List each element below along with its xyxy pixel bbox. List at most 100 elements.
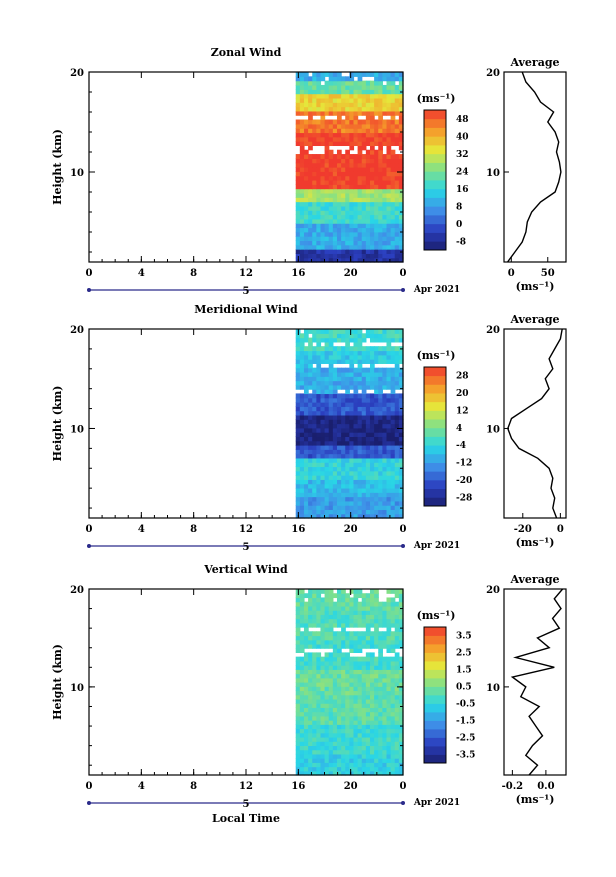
heatmap-cell (336, 656, 342, 662)
colorbar-label: -1.5 (456, 717, 475, 727)
heatmap-cell (332, 218, 338, 224)
heatmap-cell (365, 483, 371, 489)
heatmap-cell (382, 376, 388, 382)
heatmap-cell (303, 128, 309, 134)
heatmap-cell (357, 703, 363, 708)
heatmap-cell (390, 686, 396, 692)
heatmap-cell (336, 745, 342, 751)
heatmap-cell (336, 84, 342, 90)
heatmap-cell (365, 329, 371, 334)
heatmap-cell (390, 179, 396, 185)
heatmap-cell (365, 770, 371, 776)
heatmap-cell (390, 423, 396, 429)
heatmap-cell (378, 635, 383, 641)
heatmap-cell (345, 123, 350, 129)
heatmap-cell (324, 724, 330, 730)
heatmap-cell (308, 171, 313, 177)
heatmap-cell (345, 253, 350, 259)
heatmap-cell (324, 698, 330, 704)
heatmap-cell (394, 236, 400, 242)
heatmap-cell (312, 762, 317, 768)
heatmap-cell (332, 605, 338, 611)
heatmap-cell (378, 205, 383, 211)
heatmap-cell (390, 253, 396, 259)
heatmap-cell (336, 410, 342, 416)
heatmap-cell (374, 119, 379, 125)
heatmap-cell (316, 707, 322, 713)
heatmap-cell (349, 643, 355, 649)
heatmap-cell (357, 253, 363, 259)
heatmap-cell (336, 483, 342, 489)
heatmap-cell (357, 766, 363, 772)
heatmap-cell (312, 359, 317, 364)
heatmap-cell (345, 119, 350, 125)
heatmap-cell (382, 694, 388, 700)
heatmap-cell (349, 453, 355, 459)
heatmap-cell (295, 397, 301, 403)
heatmap-cell (320, 93, 326, 99)
heatmap-cell (382, 720, 388, 725)
heatmap-cell (328, 389, 334, 395)
heatmap-cell (320, 601, 326, 607)
heatmap-cell (357, 218, 363, 224)
heatmap-cell (394, 337, 400, 343)
heatmap-cell (336, 236, 342, 242)
heatmap-cell (349, 766, 355, 772)
heatmap-cell (369, 110, 375, 116)
heatmap-cell (295, 218, 301, 224)
heatmap-cell (365, 635, 371, 641)
heatmap-cell (353, 728, 359, 734)
heatmap-cell (369, 492, 375, 498)
colorbar-segment (424, 162, 446, 172)
heatmap-cell (320, 175, 326, 181)
heatmap-cell (365, 93, 371, 99)
heatmap-cell (365, 669, 371, 675)
colorbar-label: 8 (456, 202, 462, 212)
heatmap-cell (308, 329, 313, 334)
heatmap-cell (398, 145, 404, 151)
heatmap-cell (386, 449, 392, 455)
heatmap-cell (328, 656, 334, 662)
heatmap-cell (374, 627, 379, 632)
heatmap-cell (349, 97, 355, 103)
heatmap-cell (320, 479, 326, 485)
heatmap-cell (374, 89, 379, 95)
heatmap-cell (316, 513, 322, 519)
heatmap-cell (320, 427, 326, 433)
heatmap-cell (361, 673, 367, 679)
heatmap-cell (390, 384, 396, 390)
heatmap-cell (332, 766, 338, 772)
heatmap-cell (316, 470, 322, 476)
heatmap-cell (378, 397, 383, 403)
heatmap-cell (328, 601, 334, 607)
heatmap-cell (353, 175, 359, 181)
heatmap-cell (316, 376, 322, 382)
heatmap-cell (299, 466, 305, 472)
heatmap-cell (386, 505, 392, 511)
heatmap-cell (390, 753, 396, 759)
heatmap-cell (303, 149, 309, 155)
heatmap-cell (336, 240, 342, 246)
heatmap-cell (365, 487, 371, 493)
heatmap-cell (299, 350, 305, 356)
heatmap-cell (312, 479, 317, 485)
heatmap-cell (324, 436, 330, 442)
heatmap-cell (369, 227, 375, 233)
heatmap-cell (299, 698, 305, 704)
heatmap-cell (328, 192, 334, 198)
y-tick-label: 20 (70, 585, 84, 596)
heatmap-cell (320, 350, 326, 356)
heatmap-cell (332, 715, 338, 721)
heatmap-cell (374, 745, 379, 751)
heatmap-cell (357, 76, 363, 82)
heatmap-cell (295, 371, 301, 377)
heatmap-cell (332, 192, 338, 198)
heatmap-cell (390, 631, 396, 637)
heatmap-cell (336, 610, 342, 615)
heatmap-cell (394, 132, 400, 138)
heatmap-cell (369, 115, 375, 121)
heatmap-cell (341, 711, 346, 717)
heatmap-cell (316, 432, 322, 437)
heatmap-cell (390, 656, 396, 662)
heatmap-cell (374, 402, 379, 407)
